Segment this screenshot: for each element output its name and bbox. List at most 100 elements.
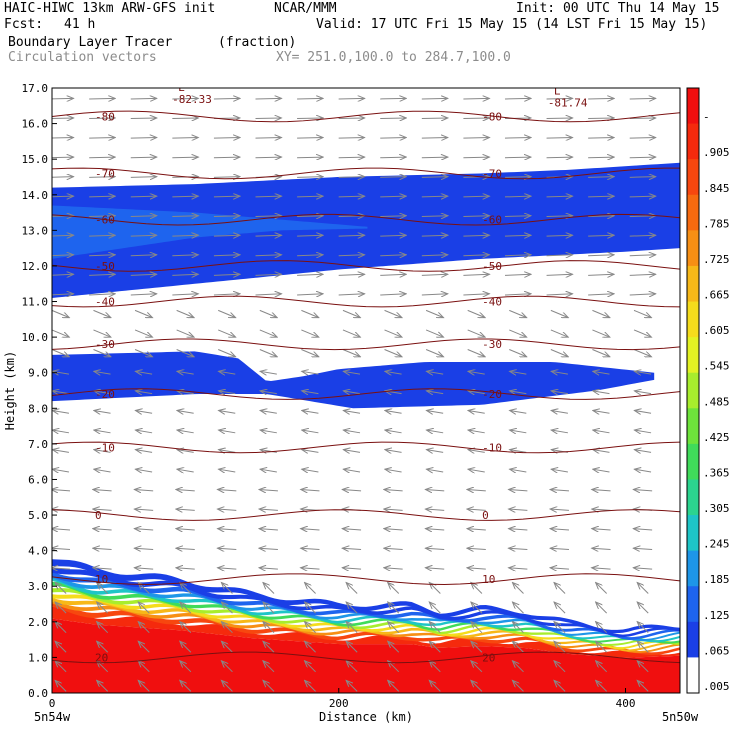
y-axis-label: Height (km) — [3, 351, 17, 430]
circulation-vector — [592, 489, 611, 490]
circulation-vector — [546, 235, 573, 236]
circulation-vector — [219, 450, 236, 453]
circulation-vector — [546, 157, 573, 158]
circulation-vector — [467, 568, 486, 569]
circulation-vector — [629, 196, 656, 197]
circulation-vector — [130, 196, 157, 197]
circulation-vector — [633, 548, 653, 549]
circulation-vector — [592, 509, 611, 510]
colorbar-swatch — [687, 88, 699, 125]
circulation-vector — [219, 430, 236, 433]
circulation-vector — [421, 157, 448, 158]
circulation-vector — [138, 680, 150, 692]
circulation-vector — [218, 489, 237, 490]
circulation-vector — [468, 450, 485, 453]
circulation-vector — [93, 529, 112, 530]
circulation-vector — [297, 177, 323, 178]
circulation-vector — [629, 235, 656, 236]
circulation-vector — [509, 349, 526, 357]
circulation-vector — [504, 196, 531, 197]
circulation-vector — [134, 509, 154, 510]
circulation-vector — [425, 489, 445, 490]
temperature-contour — [52, 167, 680, 180]
circulation-vector — [463, 196, 489, 197]
circulation-vector — [426, 410, 444, 413]
model-title: HAIC-HIWC 13km ARW-GFS init — [4, 1, 216, 16]
circulation-vector — [633, 349, 651, 357]
circulation-vector — [52, 568, 71, 569]
circulation-vector — [550, 509, 569, 510]
low-marker: L — [178, 81, 185, 94]
circulation-vector — [301, 349, 318, 357]
circulation-vector — [634, 430, 652, 433]
circulation-vector — [343, 410, 361, 413]
circulation-vector — [385, 371, 402, 374]
circulation-vector — [172, 138, 198, 139]
circulation-vector — [180, 622, 192, 634]
circulation-vector — [134, 568, 154, 569]
circulation-vector — [130, 216, 157, 217]
circulation-vector — [509, 489, 528, 490]
circulation-vector — [550, 329, 568, 337]
circulation-vector — [637, 622, 649, 634]
circulation-vector — [546, 216, 573, 217]
circulation-vector — [94, 391, 111, 394]
circulation-vector — [255, 98, 282, 99]
circulation-vector — [177, 450, 194, 453]
circulation-vector — [468, 469, 485, 472]
circulation-vector — [134, 548, 154, 549]
circulation-vector — [130, 118, 157, 119]
circulation-vector — [297, 98, 323, 99]
circulation-vector — [634, 450, 652, 453]
circulation-vector — [260, 430, 277, 433]
circulation-vector — [634, 371, 652, 374]
circulation-vector — [429, 622, 441, 634]
circulation-vector — [218, 349, 235, 357]
circulation-vector — [504, 235, 531, 236]
y-tick-label: 2.0 — [28, 616, 48, 629]
circulation-vector — [135, 430, 153, 433]
circulation-vector — [218, 548, 237, 549]
circulation-vector — [255, 216, 282, 217]
circulation-vector — [302, 410, 319, 413]
colorbar-label: .305 — [703, 502, 730, 515]
circulation-vector — [263, 661, 275, 673]
y-tick-label: 9.0 — [28, 367, 48, 380]
contour-label: -30 — [95, 338, 115, 351]
circulation-vector — [221, 582, 233, 594]
circulation-vector — [172, 98, 198, 99]
circulation-vector — [592, 309, 609, 317]
circulation-vector — [384, 548, 403, 549]
circulation-vector — [219, 410, 236, 413]
circulation-vector — [380, 118, 406, 119]
circulation-vector — [55, 680, 67, 692]
circulation-vector — [551, 469, 568, 472]
circulation-vector — [221, 680, 233, 692]
y-tick-label: 1.0 — [28, 651, 48, 664]
contour-label: -80 — [482, 110, 502, 123]
circulation-vector — [301, 568, 320, 569]
circulation-vector — [596, 622, 608, 634]
circulation-vector — [260, 469, 277, 472]
circulation-vector — [425, 309, 443, 317]
y-tick-label: 4.0 — [28, 545, 48, 558]
circulation-vector — [297, 157, 323, 158]
colorbar-swatch — [687, 265, 699, 303]
circulation-vector — [463, 235, 489, 236]
circulation-vector — [138, 641, 150, 653]
contour-label: -60 — [482, 214, 502, 227]
circulation-vector — [467, 548, 486, 549]
circulation-vector — [130, 294, 157, 295]
colorbar-label: .425 — [703, 431, 730, 444]
circulation-vector — [385, 469, 402, 472]
circulation-vector — [471, 641, 483, 653]
circulation-vector — [180, 680, 192, 692]
circulation-vector — [255, 157, 282, 158]
circulation-vector — [634, 469, 652, 472]
circulation-vector — [97, 622, 109, 634]
circulation-vector — [259, 529, 278, 530]
circulation-vector — [554, 641, 566, 653]
circulation-vector — [213, 196, 240, 197]
circulation-vector — [634, 410, 652, 413]
circulation-vector — [89, 98, 115, 99]
